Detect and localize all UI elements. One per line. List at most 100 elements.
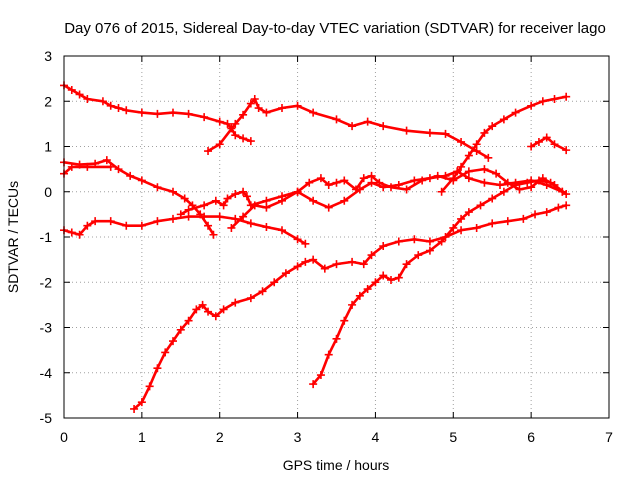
data-point [394,273,403,282]
x-tick-label: 0 [60,429,68,445]
data-point [316,174,325,183]
data-point [215,212,224,221]
data-point [262,223,271,232]
data-point [215,140,224,149]
x-tick-label: 4 [372,429,380,445]
series-sat-h [130,201,571,413]
data-point [184,205,193,214]
data-point [527,183,536,192]
grid [64,56,609,418]
data-point [250,201,259,210]
data-point [472,140,481,149]
data-point [499,187,508,196]
x-axis-label: GPS time / hours [283,457,390,473]
data-point [534,176,543,185]
chart-title: Day 076 of 2015, Sidereal Day-to-day VTE… [64,20,606,37]
data-point [433,171,442,180]
data-point [332,260,341,269]
data-point [231,214,240,223]
data-point [324,180,333,189]
series-sat-b [204,94,493,162]
data-point [550,140,559,149]
data-point [476,201,485,210]
data-point [324,203,333,212]
data-point [250,94,259,103]
data-point [270,278,279,287]
data-point [122,106,131,115]
data-point [293,235,302,244]
data-point [83,221,92,230]
data-point [239,212,248,221]
y-tick-label: -1 [40,229,53,245]
data-point [137,398,146,407]
y-axis-label: SDTVAR / TECUs [5,181,21,293]
data-point [67,162,76,171]
data-point [231,298,240,307]
data-point [414,251,423,260]
data-point [169,108,177,117]
data-point [204,221,213,230]
data-point [137,221,146,230]
x-tick-label: 6 [527,429,535,445]
data-point [246,137,255,146]
data-point [278,104,286,113]
data-point [126,171,135,180]
data-point [324,350,333,359]
y-tick-label: -2 [40,274,53,290]
data-point [332,334,341,343]
data-point [153,364,162,373]
data-point [503,217,512,226]
data-point [200,201,209,210]
series-sat-e [60,212,310,248]
data-point [176,210,185,219]
data-point [394,237,403,246]
data-point [309,380,318,389]
data-point [169,214,177,223]
data-point [437,237,446,246]
data-point [515,185,524,194]
data-point [402,260,411,269]
data-point [209,230,218,239]
data-point [558,187,567,196]
data-point [227,223,236,232]
data-point [239,134,248,143]
data-point [114,104,123,113]
data-point [480,128,489,137]
data-point [511,108,520,117]
data-point [492,169,501,178]
data-point [340,176,349,185]
data-point [457,137,466,146]
data-point [332,178,341,187]
data-point [418,176,427,185]
data-point [472,223,481,232]
data-point [301,239,310,248]
data-point [457,162,466,171]
data-point [562,92,571,101]
x-tick-label: 5 [449,429,457,445]
data-point [153,183,162,192]
data-point [531,210,540,219]
ticks: 0 1 2 3 4 5 6 7 -5 -4 -3 -2 -1 0 1 2 3 [40,48,614,445]
data-point [75,230,84,239]
data-point [367,251,376,260]
data-point [503,178,512,187]
x-tick-label: 3 [294,429,302,445]
data-point [169,187,177,196]
data-point [457,214,466,223]
data-point [371,278,380,287]
data-point [527,101,536,110]
data-point [231,119,240,128]
data-point [204,147,213,156]
data-point [375,178,384,187]
data-point [219,201,228,210]
data-point [309,108,318,117]
data-point [242,192,251,201]
data-point [538,97,547,106]
data-point [67,85,76,94]
data-point [550,94,559,103]
data-point [523,178,532,187]
y-tick-label: 2 [44,93,52,109]
y-tick-label: 3 [44,48,52,64]
